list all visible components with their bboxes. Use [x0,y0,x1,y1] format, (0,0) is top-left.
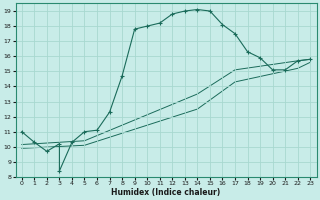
X-axis label: Humidex (Indice chaleur): Humidex (Indice chaleur) [111,188,221,197]
